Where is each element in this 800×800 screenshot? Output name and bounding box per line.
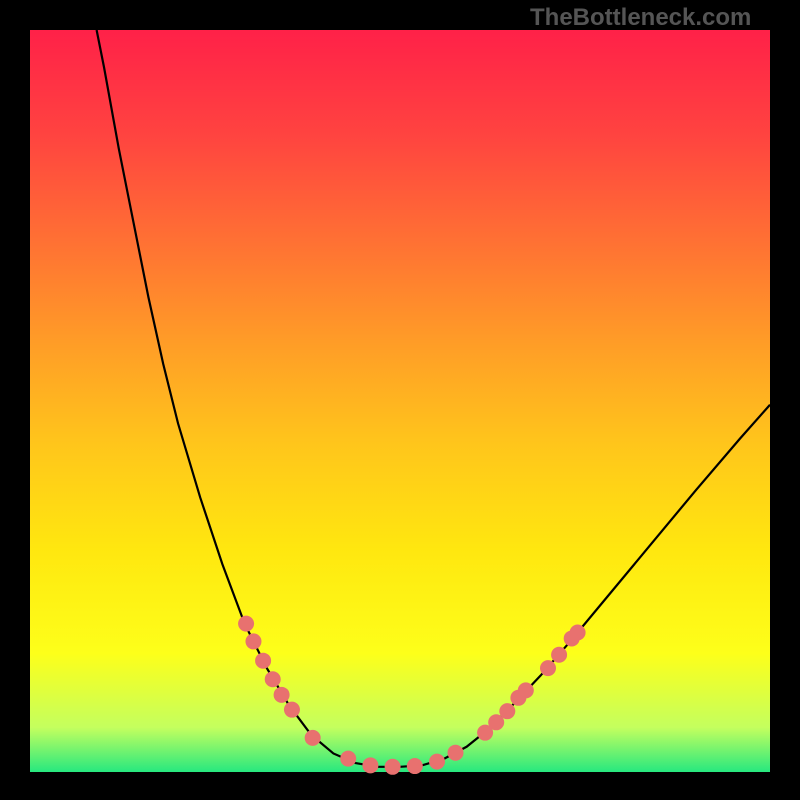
data-bead — [385, 759, 401, 775]
data-bead — [305, 730, 321, 746]
plot-area — [30, 30, 770, 772]
data-bead — [448, 745, 464, 761]
data-bead — [245, 633, 261, 649]
data-bead — [551, 647, 567, 663]
curve-right-branch — [400, 405, 770, 767]
bottleneck-curve-svg — [30, 30, 770, 772]
data-bead — [499, 703, 515, 719]
data-bead — [362, 757, 378, 773]
curve-left-branch — [97, 30, 400, 767]
data-bead — [340, 751, 356, 767]
watermark-text: TheBottleneck.com — [530, 4, 751, 32]
outer-frame: TheBottleneck.com — [0, 0, 800, 800]
data-bead — [540, 660, 556, 676]
data-bead — [284, 702, 300, 718]
data-bead — [238, 616, 254, 632]
data-bead — [255, 653, 271, 669]
data-bead — [265, 671, 281, 687]
beads-group — [238, 616, 586, 775]
data-bead — [570, 625, 586, 641]
data-bead — [429, 754, 445, 770]
data-bead — [274, 687, 290, 703]
data-bead — [518, 682, 534, 698]
data-bead — [407, 758, 423, 774]
